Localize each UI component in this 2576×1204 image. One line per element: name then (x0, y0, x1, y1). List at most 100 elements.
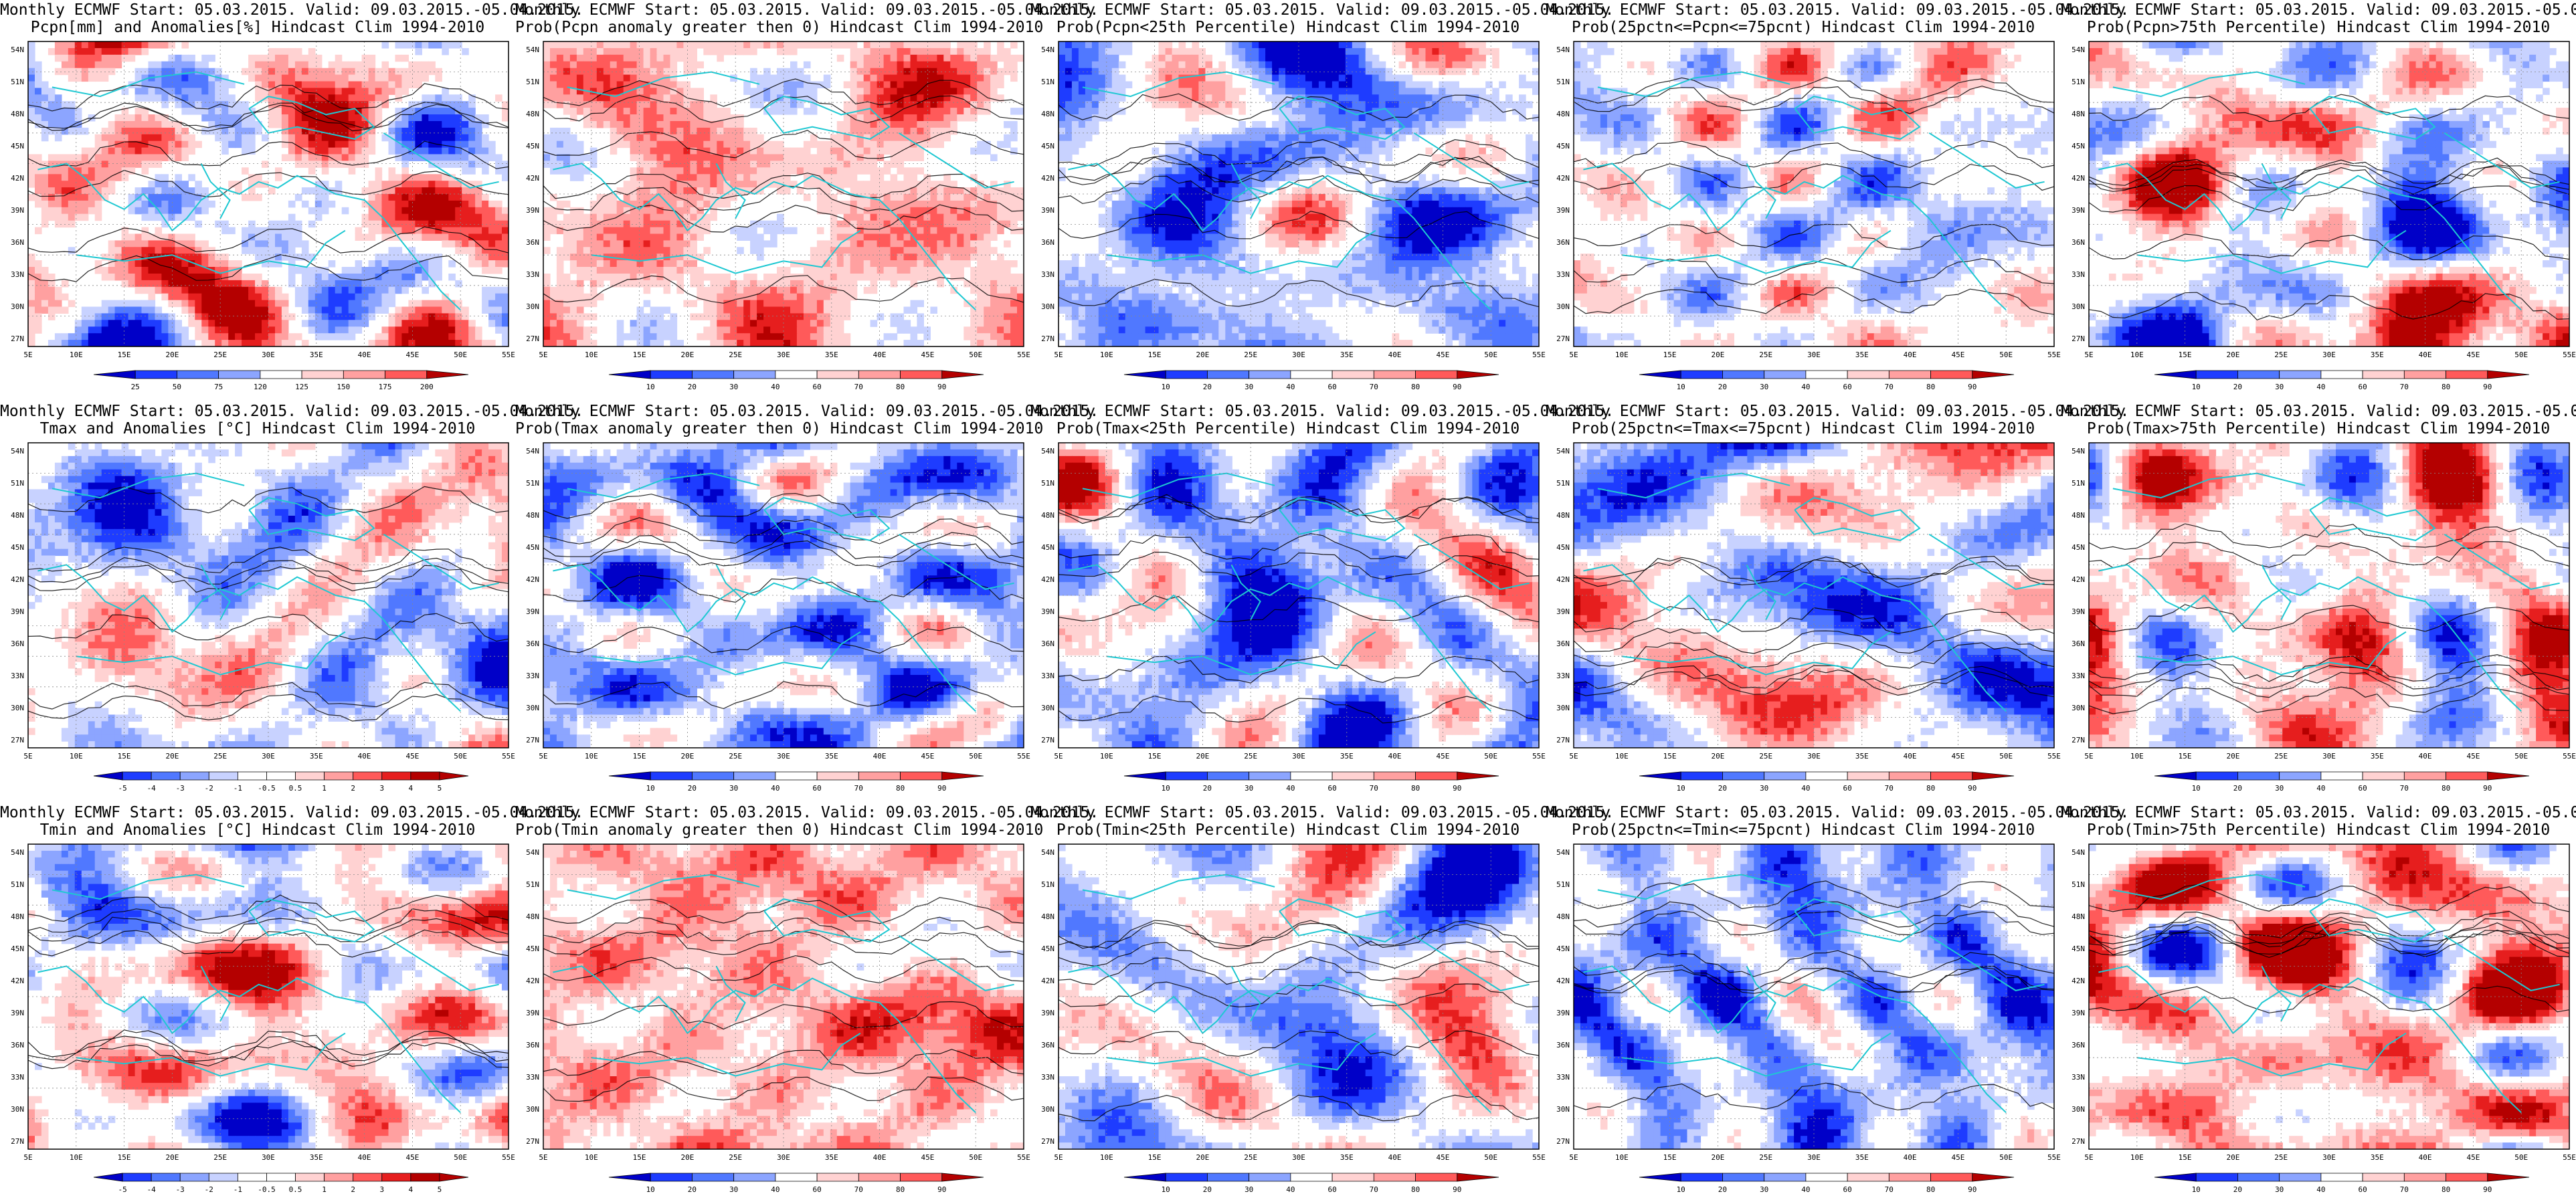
lat-label: 45N (1041, 142, 1054, 150)
color-scale-swatch (2279, 370, 2322, 379)
color-scale-bar: 10 20 30 40 60 70 80 90 (608, 370, 984, 391)
panel-title: Monthly ECMWF Start: 05.03.2015. Valid: … (1030, 1, 1614, 36)
lon-label: 40E (358, 1153, 371, 1162)
lat-label: 54N (11, 848, 24, 857)
color-scale-swatch (179, 771, 209, 781)
panel-title: Monthly ECMWF Start: 05.03.2015. Valid: … (515, 1, 1099, 36)
lat-label: 33N (526, 672, 539, 680)
lat-label: 42N (526, 174, 539, 183)
color-scale-swatch (2362, 771, 2405, 781)
lat-label: 36N (1041, 639, 1054, 648)
lon-label: 20E (2226, 1153, 2239, 1162)
scale-tick-label: 70 (1370, 784, 1378, 793)
color-scale-swatch (2320, 771, 2363, 781)
lat-label: 54N (1556, 848, 1570, 857)
lat-label: 42N (1041, 174, 1054, 183)
panel-title-line1: Monthly ECMWF Start: 05.03.2015. Valid: … (2061, 804, 2576, 821)
scale-tick-label: 90 (937, 383, 946, 391)
lon-label: 20E (1196, 1153, 1209, 1162)
color-scale-swatch (301, 370, 344, 379)
scale-tick-label: 30 (729, 383, 738, 391)
color-scale-swatch (2362, 370, 2405, 379)
scale-tick-label: 10 (1677, 784, 1685, 793)
scale-tick-label: 30 (1760, 784, 1768, 793)
lon-label: 45E (2466, 1153, 2480, 1162)
lon-label: 40E (358, 752, 371, 761)
color-scale-swatch (1972, 771, 2015, 781)
lon-label: 10E (1615, 752, 1629, 761)
lat-label: 30N (1556, 704, 1570, 712)
lon-label: 5E (1569, 350, 1578, 359)
lon-label: 15E (1148, 350, 1162, 359)
map-panel: Monthly ECMWF Start: 05.03.2015. Valid: … (1030, 803, 1614, 1204)
lon-label: 30E (2322, 1153, 2336, 1162)
scale-tick-label: 40 (771, 1185, 779, 1194)
lat-label: 48N (11, 511, 24, 520)
scale-tick-label: 4 (408, 784, 413, 793)
color-scale-swatch (1680, 771, 1723, 781)
color-scale-swatch (1249, 771, 1291, 781)
lat-label: 48N (2072, 511, 2085, 520)
color-scale-swatch (381, 771, 411, 781)
color-scale-swatch (410, 1173, 440, 1182)
color-scale-swatch (650, 370, 693, 379)
color-scale-swatch (1930, 370, 1973, 379)
color-scale-swatch (2279, 1173, 2322, 1182)
lon-label: 25E (213, 752, 227, 761)
color-scale-swatch (218, 370, 261, 379)
lat-label: 45N (526, 543, 539, 552)
lat-label: 54N (11, 45, 24, 54)
lon-label: 45E (405, 350, 419, 359)
color-scale-swatch (2403, 771, 2446, 781)
lat-label: 39N (11, 607, 24, 616)
scale-tick-label: 70 (1370, 1185, 1378, 1194)
lon-label: 55E (1532, 350, 1546, 359)
lon-label: 50E (1484, 350, 1497, 359)
color-scale-swatch (2362, 1173, 2405, 1182)
lat-label: 54N (11, 447, 24, 456)
scale-tick-label: 60 (1843, 383, 1851, 391)
lon-label: 40E (2419, 752, 2432, 761)
scale-tick-label: 90 (1968, 784, 1976, 793)
lon-label: 10E (70, 1153, 83, 1162)
lat-label: 54N (2072, 45, 2085, 54)
lon-label: 10E (585, 350, 598, 359)
lon-label: 55E (2563, 350, 2576, 359)
lat-label: 51N (1556, 479, 1570, 488)
lat-label: 27N (2072, 1137, 2085, 1146)
color-scale-bar: 10 20 30 40 60 70 80 90 (608, 771, 984, 793)
lat-label: 33N (1041, 672, 1054, 680)
lat-label: 36N (526, 639, 539, 648)
lon-label: 35E (1340, 1153, 1354, 1162)
panel-title-line1: Monthly ECMWF Start: 05.03.2015. Valid: … (0, 804, 583, 821)
scale-tick-label: -2 (205, 784, 213, 793)
scale-tick-label: 70 (1885, 784, 1894, 793)
lon-label: 45E (1436, 1153, 1449, 1162)
scale-tick-label: -1 (234, 784, 242, 793)
color-scale-swatch (1680, 370, 1723, 379)
color-scale-swatch (816, 1173, 859, 1182)
lat-label: 36N (11, 1041, 24, 1049)
color-scale-swatch (692, 771, 735, 781)
map-panel: Monthly ECMWF Start: 05.03.2015. Valid: … (0, 401, 583, 803)
color-scale-bar: -5 -4 -3 -2 -1 -0.5 0.5 1 2 3 4 5 (93, 771, 469, 793)
color-scale-swatch (775, 771, 818, 781)
panel-title: Monthly ECMWF Start: 05.03.2015. Valid: … (2061, 1, 2576, 36)
lon-label: 20E (1711, 350, 1724, 359)
lon-label: 25E (2274, 1153, 2288, 1162)
lon-label: 30E (2322, 752, 2336, 761)
scale-tick-label: 80 (2442, 383, 2450, 391)
lon-label: 15E (1148, 752, 1162, 761)
lat-label: 39N (1041, 206, 1054, 215)
color-scale-swatch (608, 771, 651, 781)
scale-tick-label: 120 (254, 383, 267, 391)
panel-title-line1: Monthly ECMWF Start: 05.03.2015. Valid: … (1030, 403, 1614, 420)
color-scale-swatch (1639, 1173, 1681, 1182)
panel-title-line1: Monthly ECMWF Start: 05.03.2015. Valid: … (0, 1, 583, 19)
lat-label: 36N (1041, 1041, 1054, 1049)
